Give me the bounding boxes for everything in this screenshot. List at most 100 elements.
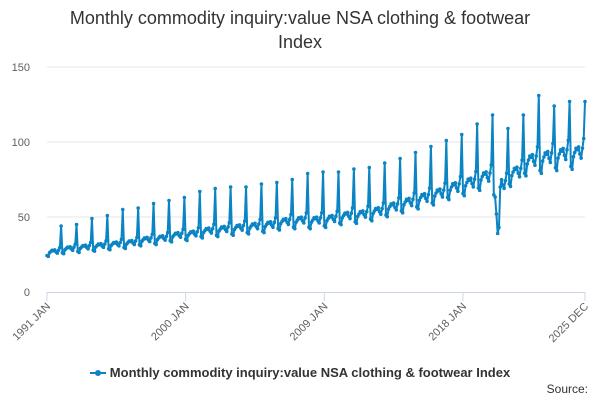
data-point	[443, 181, 447, 185]
data-point	[508, 184, 513, 189]
data-point	[571, 154, 576, 159]
data-point	[379, 212, 383, 217]
data-point	[524, 174, 528, 178]
data-point	[501, 183, 505, 187]
data-point	[576, 145, 581, 149]
data-point	[303, 216, 307, 220]
data-point	[167, 198, 171, 203]
data-point	[345, 210, 350, 215]
data-point	[494, 212, 499, 216]
data-point	[118, 240, 122, 245]
data-point	[242, 219, 247, 223]
data-point	[423, 196, 428, 201]
data-point	[108, 247, 112, 252]
data-point	[562, 153, 567, 158]
y-tick-label-150: 150	[12, 62, 30, 74]
source-credit[interactable]: Source:	[546, 382, 588, 396]
data-point	[438, 187, 442, 191]
data-point	[398, 156, 402, 161]
data-point	[488, 171, 492, 175]
data-point	[244, 185, 248, 189]
data-point	[409, 203, 414, 208]
data-point	[395, 202, 400, 206]
data-point	[272, 220, 277, 225]
data-point	[432, 194, 437, 198]
data-point	[502, 186, 506, 191]
data-point	[330, 213, 334, 218]
data-point	[191, 229, 196, 233]
data-point	[104, 239, 108, 243]
data-point	[259, 182, 264, 186]
data-point	[418, 195, 423, 200]
chart-title: Monthly commodity inquiry:value NSA clot…	[0, 6, 600, 54]
data-point	[456, 189, 460, 193]
data-point	[349, 211, 354, 215]
data-point	[402, 202, 406, 207]
data-point	[352, 167, 356, 171]
data-point	[380, 206, 384, 211]
data-point	[521, 113, 526, 117]
data-point	[120, 207, 125, 212]
data-point	[465, 180, 469, 185]
chart-title-line-1: Monthly commodity inquiry:value NSA clot…	[69, 8, 531, 28]
data-point	[517, 175, 522, 179]
axes: 0 50 100 150 1991 JAN 2000 JAN 2009 JAN 2018 JA…	[10, 62, 591, 345]
data-point	[151, 201, 156, 206]
data-point	[542, 155, 546, 159]
data-point	[101, 245, 106, 250]
data-point	[55, 251, 60, 255]
data-point	[180, 231, 184, 236]
series-line	[46, 94, 586, 258]
data-point	[516, 171, 521, 175]
data-point	[165, 230, 170, 235]
data-point	[319, 211, 324, 215]
data-point	[530, 152, 535, 157]
data-point	[302, 221, 306, 225]
data-point	[209, 231, 214, 235]
data-point	[308, 226, 313, 231]
legend[interactable]: Monthly commodity inquiry:value NSA clot…	[0, 364, 600, 380]
data-point	[538, 168, 542, 173]
data-point	[154, 242, 158, 247]
data-point	[581, 136, 586, 141]
data-point	[196, 225, 201, 230]
data-point	[284, 216, 288, 221]
data-point	[534, 154, 538, 158]
data-point	[441, 188, 446, 192]
data-point	[520, 158, 524, 162]
data-point	[489, 163, 494, 167]
data-point	[150, 232, 155, 237]
data-point	[493, 195, 497, 199]
data-point	[182, 195, 187, 200]
x-tick-label-0: 1991 JAN	[10, 301, 53, 344]
data-point	[304, 211, 309, 215]
data-point	[339, 222, 343, 227]
data-point	[268, 220, 273, 224]
data-point	[195, 229, 200, 234]
data-point	[439, 192, 443, 196]
data-point	[426, 192, 431, 197]
data-point	[226, 225, 230, 229]
x-tick-label-3: 2018 JAN	[426, 301, 469, 344]
data-point	[354, 221, 359, 226]
data-point	[363, 215, 368, 219]
data-point	[321, 170, 325, 174]
data-point	[533, 163, 537, 168]
data-point	[557, 152, 562, 156]
legend-series-symbol	[89, 368, 106, 378]
data-point	[412, 191, 417, 195]
data-point	[370, 218, 374, 223]
data-point	[231, 233, 235, 238]
x-tick-label-1: 2000 JAN	[149, 301, 192, 344]
data-point	[381, 201, 386, 205]
grid-lines	[47, 66, 585, 218]
data-point	[572, 150, 577, 155]
data-point	[498, 185, 503, 189]
data-point	[178, 235, 183, 240]
data-point	[552, 104, 556, 108]
data-point	[119, 237, 124, 241]
data-point	[535, 145, 540, 149]
data-point	[563, 157, 568, 162]
data-point	[255, 226, 260, 231]
